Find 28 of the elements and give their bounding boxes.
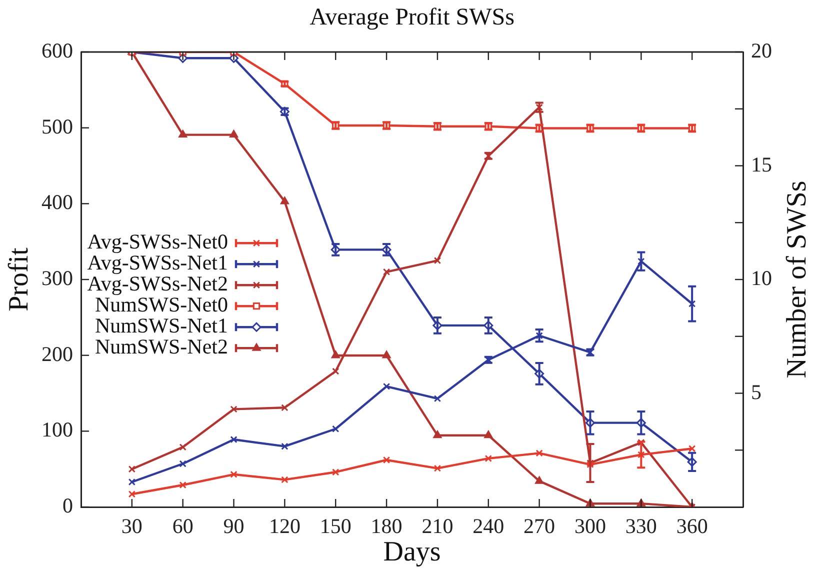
x-tick-label: 300 [574,514,606,538]
x-tick-label: 240 [472,514,504,538]
y-axis-title: Profit [3,247,34,312]
x-tick-label: 270 [524,514,556,538]
y-tick-label: 300 [42,266,73,290]
y-tick-label: 600 [42,38,73,63]
x-tick-label: 30 [121,514,142,538]
y2-axis-title: Number of SWSs [781,180,812,378]
x-tick-label: 120 [268,514,300,538]
y2-tick-label: 10 [751,266,772,290]
y-tick-label: 200 [42,342,73,366]
y2-tick-label: 15 [751,152,772,176]
x-tick-label: 210 [422,514,454,538]
x-axis-title: Days [383,536,441,568]
x-tick-label: 150 [320,514,352,538]
x-tick-label: 90 [223,514,244,538]
y2-tick-label: 20 [751,38,772,63]
y-tick-label: 0 [62,494,73,518]
y-tick-label: 100 [42,418,73,442]
x-tick-label: 60 [172,514,194,538]
y2-tick-label: 5 [751,380,762,404]
x-tick-label: 360 [676,514,708,538]
chart-title: Average Profit SWSs [310,4,514,30]
y-tick-label: 400 [42,190,73,214]
x-tick-label: 180 [370,514,402,538]
x-tick-label: 330 [625,514,657,538]
legend-label: Avg-SWSs-Net0 [87,230,228,254]
y-tick-label: 500 [42,114,73,138]
